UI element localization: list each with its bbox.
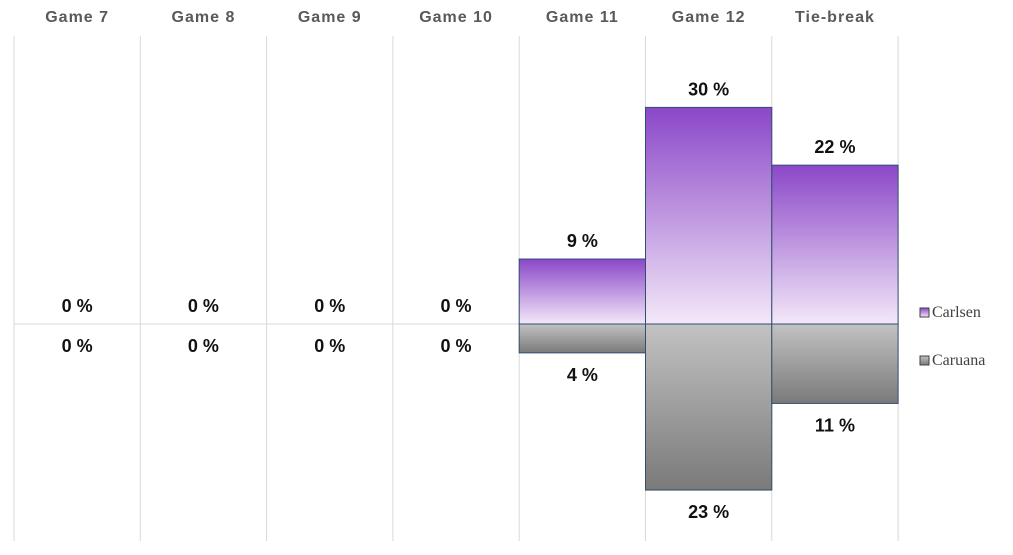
data-label-carlsen: 0 %	[314, 296, 345, 316]
category-label: Game 7	[45, 9, 109, 26]
bar-caruana	[645, 323, 773, 491]
category-label: Game 8	[172, 9, 236, 26]
data-label-caruana: 0 %	[314, 336, 345, 356]
legend-swatch	[919, 355, 930, 366]
legend: Carlsen Caruana	[919, 304, 985, 369]
data-label-caruana: 4 %	[567, 365, 598, 385]
data-label-caruana: 0 %	[62, 336, 93, 356]
legend-swatch	[919, 307, 930, 318]
bar-caruana	[518, 323, 647, 354]
category-label: Game 9	[298, 9, 362, 26]
category-label: Tie-break	[795, 9, 875, 26]
category-label: Game 10	[419, 9, 493, 26]
data-label-carlsen: 0 %	[188, 296, 219, 316]
bar-carlsen	[645, 106, 773, 325]
labels: Game 7 0 % 0 % Game 8 0 % 0 % Game 9 0 % 0 % Game…	[45, 9, 875, 522]
legend-label: Carlsen	[932, 304, 981, 321]
category-label: Game 11	[546, 9, 619, 26]
data-label-carlsen: 22 %	[814, 137, 855, 157]
legend-label: Caruana	[932, 352, 985, 369]
data-label-caruana: 0 %	[188, 336, 219, 356]
data-label-caruana: 11 %	[815, 415, 855, 435]
data-label-caruana: 0 %	[441, 336, 472, 356]
data-label-caruana: 23 %	[688, 502, 729, 522]
data-label-carlsen: 30 %	[688, 79, 729, 99]
bars	[518, 106, 899, 491]
bar-caruana	[771, 323, 899, 404]
data-label-carlsen: 0 %	[62, 296, 93, 316]
bar-carlsen	[518, 258, 647, 325]
data-label-carlsen: 9 %	[567, 231, 598, 251]
category-label: Game 12	[672, 9, 746, 26]
bar-carlsen	[771, 164, 899, 325]
data-label-carlsen: 0 %	[441, 296, 472, 316]
